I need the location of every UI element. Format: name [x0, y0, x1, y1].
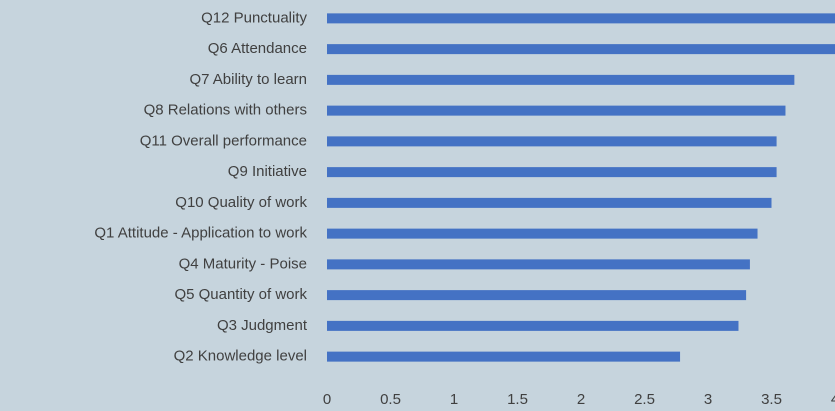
bar [327, 13, 835, 24]
y-tick-label: Q10 Quality of work [175, 194, 307, 211]
y-tick-label: Q5 Quantity of work [174, 286, 307, 303]
x-tick-label: 0.5 [380, 391, 401, 408]
y-tick-label: Q4 Maturity - Poise [179, 255, 307, 272]
y-tick-label: Q12 Punctuality [201, 9, 307, 26]
y-tick-label: Q3 Judgment [217, 317, 308, 334]
bar [327, 228, 758, 239]
bar [327, 136, 777, 147]
y-tick-label: Q11 Overall performance [140, 132, 307, 149]
x-tick-label: 2.5 [634, 391, 655, 408]
bar [327, 351, 681, 362]
bar [327, 167, 777, 178]
x-tick-label: 2 [577, 391, 585, 408]
y-tick-label: Q6 Attendance [208, 40, 307, 57]
y-tick-label: Q2 Knowledge level [174, 348, 307, 365]
x-tick-label: 4 [831, 391, 835, 408]
bar [327, 197, 772, 208]
bar [327, 259, 750, 270]
bar [327, 320, 739, 331]
y-tick-label: Q9 Initiative [228, 163, 307, 180]
y-tick-label: Q8 Relations with others [144, 102, 307, 119]
bar [327, 290, 747, 301]
y-tick-label: Q7 Ability to learn [189, 71, 307, 88]
x-tick-label: 1.5 [507, 391, 528, 408]
x-tick-label: 0 [323, 391, 331, 408]
x-tick-label: 1 [450, 391, 458, 408]
bar [327, 105, 786, 116]
bar [327, 44, 835, 55]
x-tick-label: 3 [704, 391, 712, 408]
bar [327, 74, 795, 85]
y-tick-label: Q1 Attitude - Application to work [94, 225, 307, 242]
x-tick-label: 3.5 [761, 391, 782, 408]
